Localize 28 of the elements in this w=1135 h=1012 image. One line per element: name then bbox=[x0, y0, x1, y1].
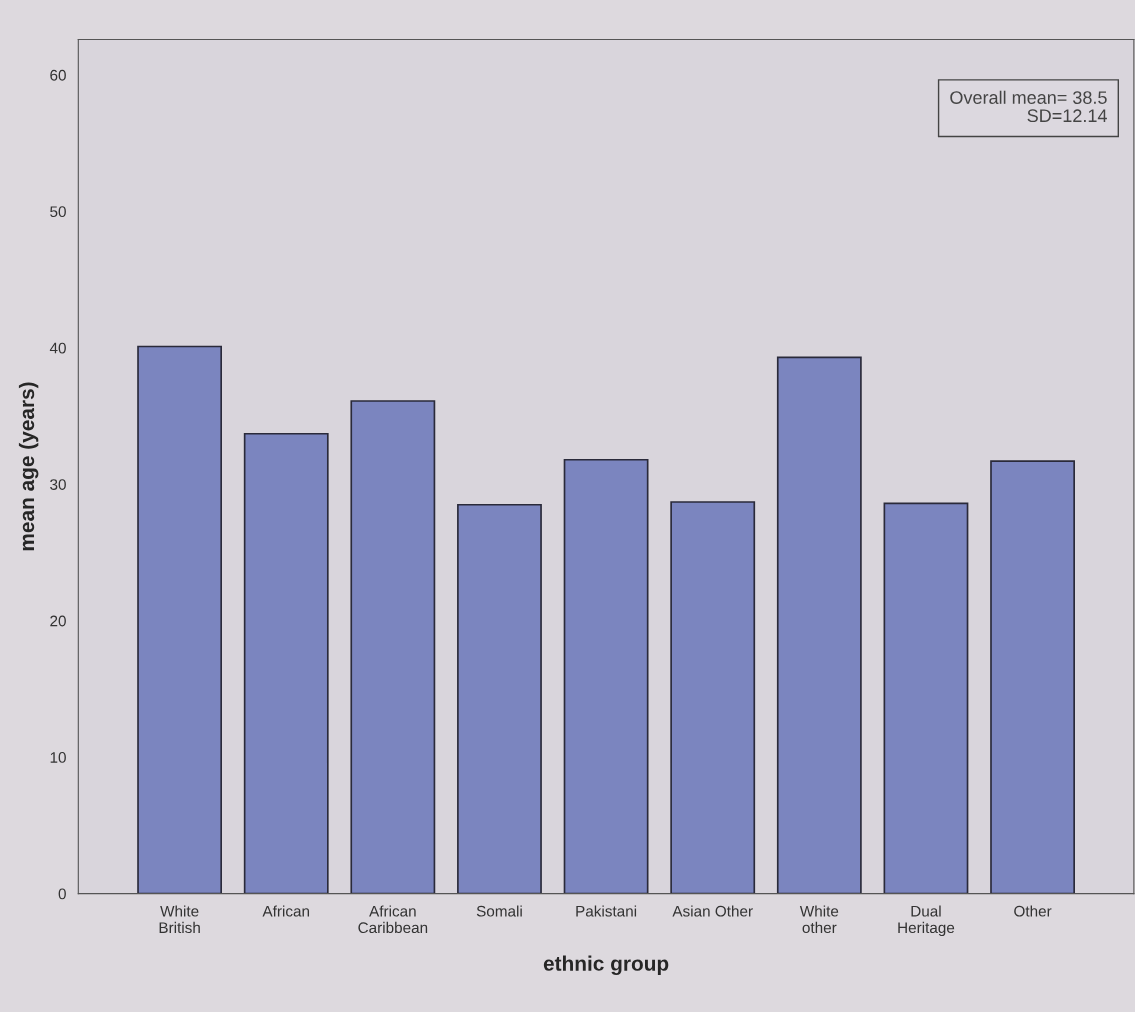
bar bbox=[670, 501, 756, 894]
x-tick-label: Other bbox=[1014, 905, 1052, 917]
x-tick-label: Somali bbox=[476, 905, 522, 917]
y-axis-title: mean age (years) bbox=[18, 382, 39, 551]
x-axis-title: ethnic group bbox=[543, 955, 669, 976]
x-tick-label: African bbox=[262, 905, 310, 917]
y-tick-label: 60 bbox=[50, 69, 66, 81]
x-tick-label: White British bbox=[159, 905, 200, 934]
bar bbox=[243, 432, 329, 894]
bar bbox=[776, 356, 862, 894]
bar bbox=[563, 458, 649, 894]
y-tick-label: 40 bbox=[49, 342, 66, 354]
bar bbox=[883, 502, 969, 894]
bar bbox=[990, 460, 1075, 894]
x-tick-label: Pakistani bbox=[576, 905, 637, 917]
x-tick-label: Dual Heritage bbox=[898, 905, 955, 937]
bar bbox=[457, 503, 542, 894]
y-tick-label: 30 bbox=[50, 479, 66, 490]
y-tick-label: 0 bbox=[58, 888, 66, 900]
y-tick-label: 10 bbox=[50, 752, 66, 763]
bar bbox=[350, 400, 436, 894]
bar bbox=[137, 345, 223, 894]
annotation: Overall mean= 38.5 SD=12.14 bbox=[950, 90, 1107, 123]
x-tick-label: White other bbox=[799, 905, 839, 934]
x-tick-label: Asian Other bbox=[672, 905, 753, 917]
x-tick-label: African Caribbean bbox=[358, 905, 428, 934]
y-tick-label: 50 bbox=[50, 206, 66, 218]
y-tick-label: 20 bbox=[50, 615, 66, 627]
